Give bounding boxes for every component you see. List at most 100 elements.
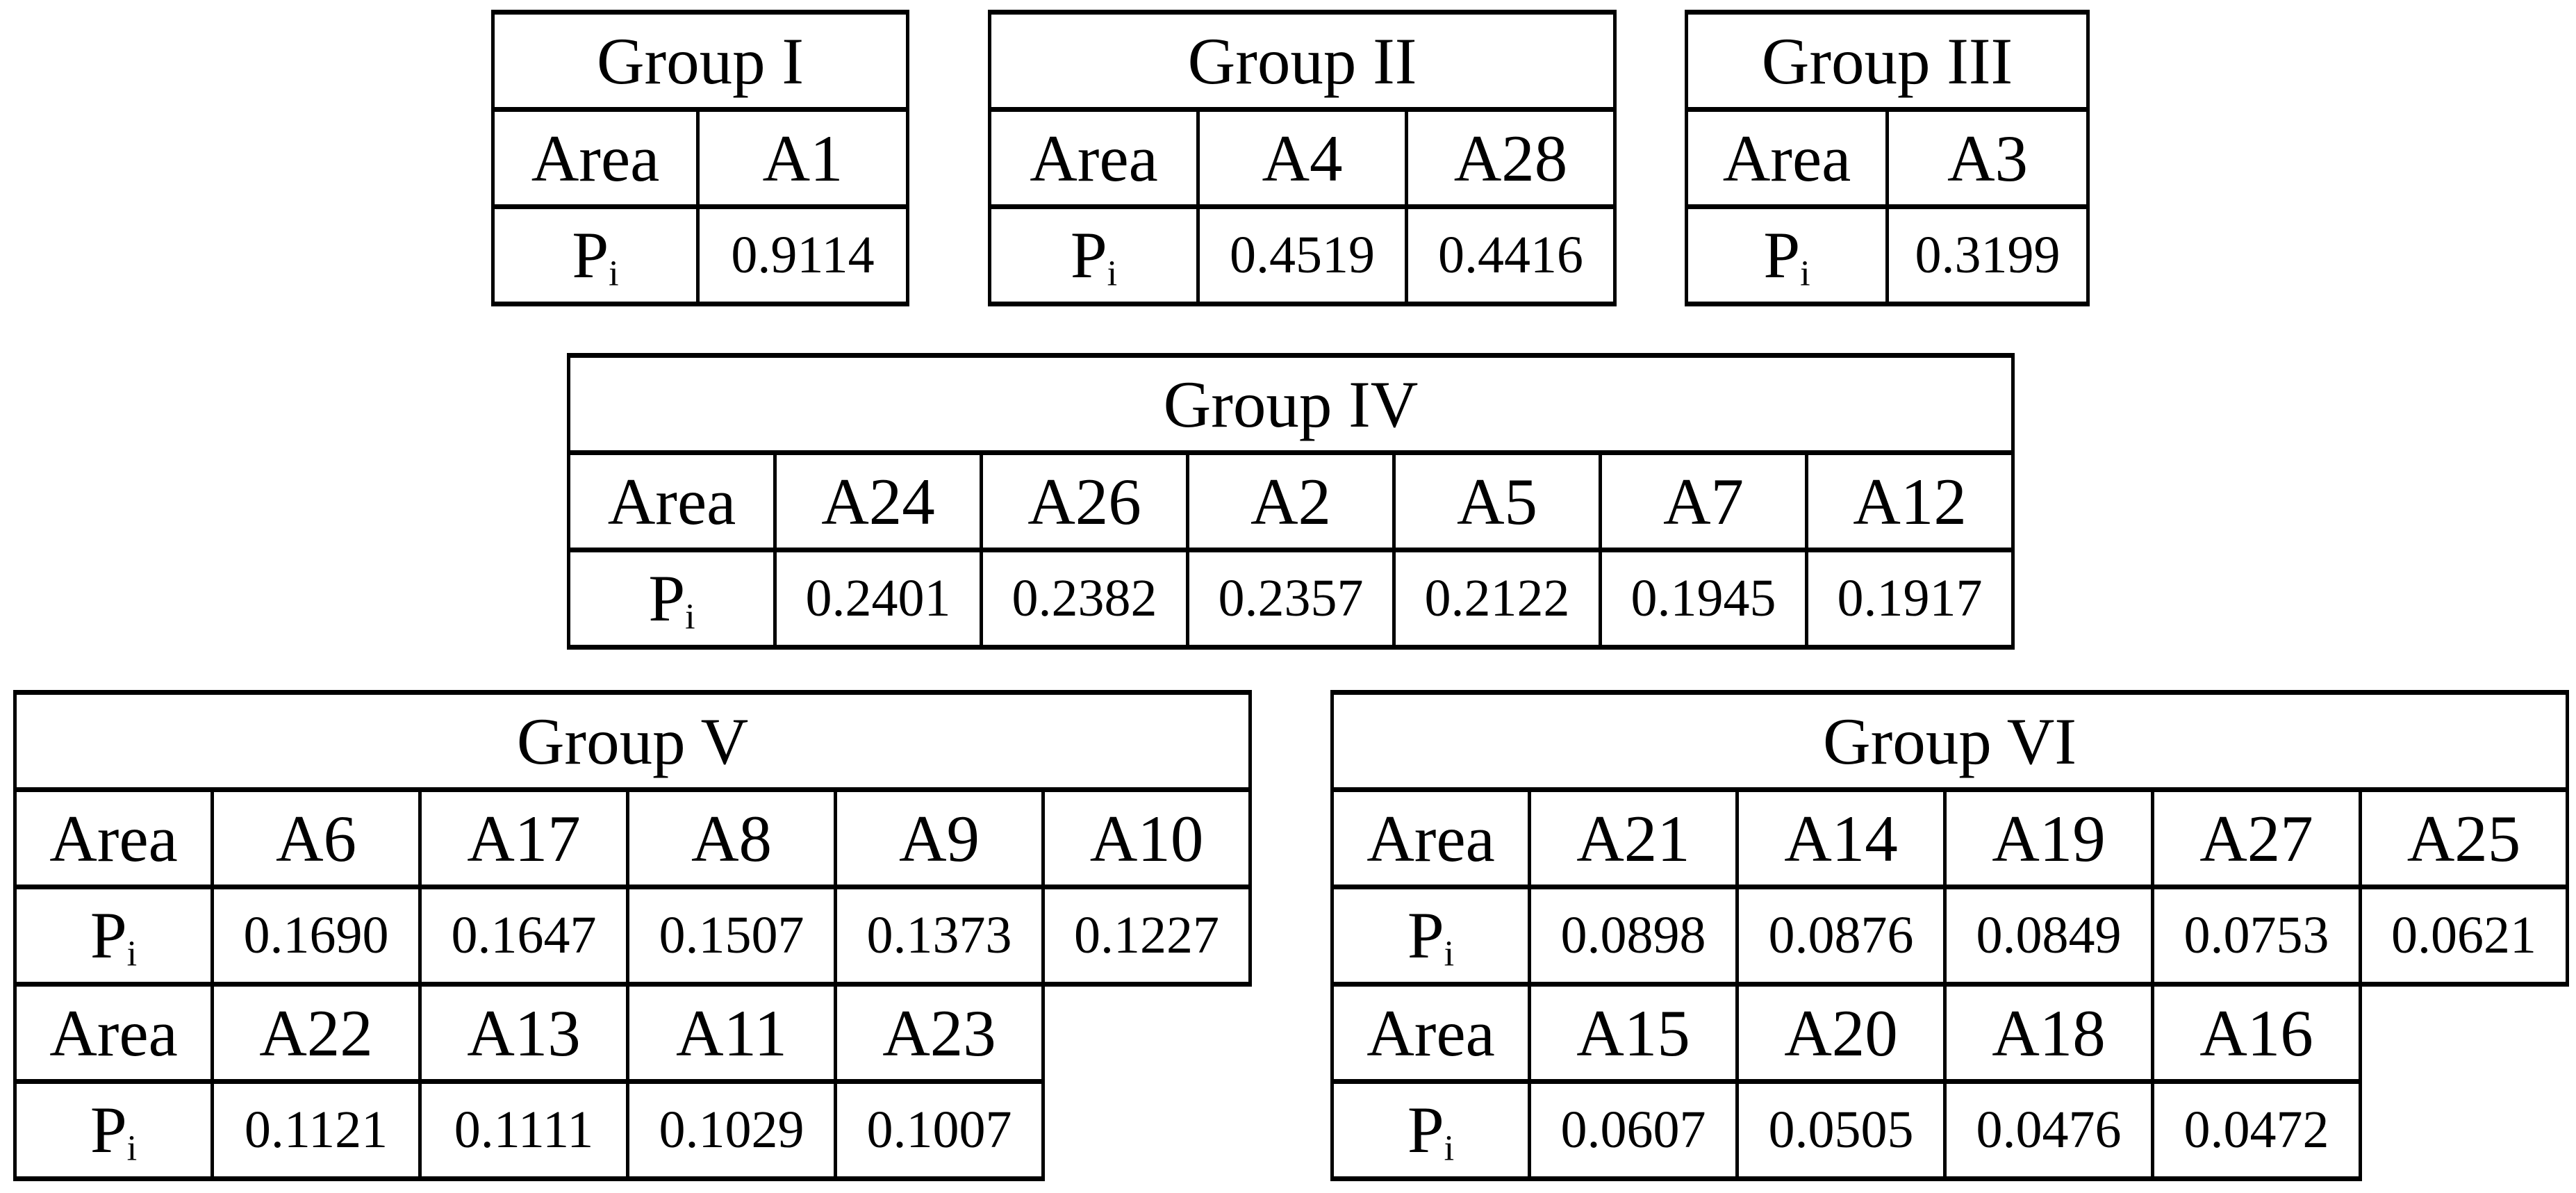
pi-row-header: Pi	[1330, 885, 1531, 987]
pi-value-cell: 0.1227	[1041, 885, 1253, 987]
pi-value-cell: 0.0849	[1943, 885, 2154, 987]
group-title: Group VI	[1330, 690, 2569, 792]
area-row: Area A4 A28	[988, 107, 1617, 209]
group-2-table: Group II Area A4 A28 Pi 0.4519 0.4416	[987, 10, 1617, 306]
area-row: Area A22 A13 A11 A23	[13, 982, 1250, 1084]
pi-subscript: i	[1444, 933, 1455, 974]
area-row-header: Area	[988, 107, 1200, 209]
pi-subscript: i	[126, 1128, 138, 1169]
pi-label: P	[648, 561, 686, 635]
pi-row: Pi 0.2401 0.2382 0.2357 0.2122 0.1945 0.…	[567, 548, 2015, 650]
group-1-table: Group I Area A1 Pi 0.9114	[490, 10, 910, 306]
pi-value-cell: 0.1121	[210, 1079, 422, 1181]
pi-value-cell: 0.0476	[1943, 1079, 2154, 1181]
pi-value-cell: 0.0621	[2359, 885, 2569, 987]
area-cell: A15	[1528, 982, 1739, 1084]
title-row: Group VI	[1330, 690, 2569, 792]
pi-label: P	[1763, 217, 1801, 292]
pi-value-cell: 0.0753	[2151, 885, 2362, 987]
pi-subscript: i	[685, 596, 695, 637]
area-cell: A1	[695, 107, 910, 209]
pi-value-cell: 0.1507	[626, 885, 837, 987]
area-cell: A8	[626, 787, 837, 889]
empty-cell	[2361, 985, 2568, 1082]
group-5-table: Group V Area A6 A17 A8 A9 A10 Pi 0.1690 …	[13, 690, 1253, 1181]
area-cell: A4	[1196, 107, 1408, 209]
pi-subscript: i	[1107, 253, 1118, 294]
title-row: Group IV	[566, 353, 2015, 455]
area-cell: A23	[834, 982, 1045, 1084]
title-row: Group V	[13, 690, 1253, 792]
pi-value-cell: 0.0898	[1528, 885, 1739, 987]
pi-value-cell: 0.2122	[1392, 548, 1602, 650]
area-cell: A3	[1885, 107, 2090, 209]
title-row: Group III	[1685, 10, 2090, 112]
empty-cell	[1043, 985, 1250, 1082]
pi-value-cell: 0.0472	[2151, 1079, 2362, 1181]
empty-cell	[1043, 1082, 1250, 1179]
area-row-header: Area	[1685, 107, 1889, 209]
title-row: Group II	[987, 10, 1617, 112]
area-cell: A2	[1186, 450, 1396, 552]
area-row-header: Area	[13, 982, 214, 1084]
group-title: Group III	[1685, 10, 2090, 112]
pi-row-header: Pi	[1685, 204, 1889, 306]
pi-row: Pi 0.9114	[491, 204, 910, 306]
pi-value-cell: 0.3199	[1885, 204, 2090, 306]
pi-value-cell: 0.1945	[1599, 548, 1808, 650]
area-cell: A9	[834, 787, 1045, 889]
area-row: Area A24 A26 A2 A5 A7 A12	[567, 450, 2015, 552]
area-cell: A28	[1404, 107, 1617, 209]
group-6-table: Group VI Area A21 A14 A19 A27 A25 Pi 0.0…	[1330, 690, 2569, 1181]
area-row: Area A3	[1685, 107, 2090, 209]
pi-value-cell: 0.4416	[1404, 204, 1617, 306]
pi-value-cell: 0.0505	[1735, 1079, 1947, 1181]
group-title: Group IV	[566, 353, 2015, 455]
pi-value-cell: 0.2401	[773, 548, 983, 650]
pi-value-cell: 0.2382	[980, 548, 1189, 650]
pi-row-header: Pi	[13, 885, 214, 987]
pi-value-cell: 0.0607	[1528, 1079, 1739, 1181]
pi-label: P	[90, 1092, 127, 1167]
pi-row: Pi 0.1690 0.1647 0.1507 0.1373 0.1227	[13, 885, 1253, 987]
pi-value-cell: 0.2357	[1186, 548, 1396, 650]
group-3-table: Group III Area A3 Pi 0.3199	[1685, 10, 2090, 306]
area-cell: A5	[1392, 450, 1602, 552]
pi-row: Pi 0.0607 0.0505 0.0476 0.0472	[1330, 1079, 2568, 1181]
area-cell: A27	[2151, 787, 2362, 889]
area-row-header: Area	[1330, 787, 1531, 889]
pi-label: P	[1070, 217, 1107, 292]
pi-label: P	[1407, 1092, 1444, 1167]
group-title: Group II	[987, 10, 1617, 112]
area-row-header: Area	[567, 450, 777, 552]
pi-subscript: i	[609, 253, 619, 294]
pi-value-cell: 0.1029	[626, 1079, 837, 1181]
area-cell: A10	[1041, 787, 1253, 889]
pi-subscript: i	[1800, 253, 1810, 294]
area-row-header: Area	[13, 787, 214, 889]
pi-value-cell: 0.1373	[834, 885, 1045, 987]
pi-value-cell: 0.0876	[1735, 885, 1947, 987]
area-cell: A12	[1804, 450, 2015, 552]
area-cell: A11	[626, 982, 837, 1084]
area-cell: A25	[2359, 787, 2569, 889]
pi-row: Pi 0.4519 0.4416	[988, 204, 1617, 306]
pi-label: P	[1407, 898, 1444, 972]
pi-row-header: Pi	[567, 548, 777, 650]
area-cell: A22	[210, 982, 422, 1084]
area-row-header: Area	[491, 107, 700, 209]
pi-value-cell: 0.1647	[418, 885, 629, 987]
area-cell: A21	[1528, 787, 1739, 889]
area-row: Area A6 A17 A8 A9 A10	[13, 787, 1253, 889]
group-4-table: Group IV Area A24 A26 A2 A5 A7 A12 Pi 0.…	[566, 353, 2015, 650]
area-cell: A17	[418, 787, 629, 889]
area-cell: A26	[980, 450, 1189, 552]
pi-value-cell: 0.9114	[695, 204, 910, 306]
pi-value-cell: 0.1690	[210, 885, 422, 987]
area-row: Area A15 A20 A18 A16	[1330, 982, 2568, 1084]
pi-subscript: i	[1444, 1128, 1455, 1169]
pi-value-cell: 0.1917	[1804, 548, 2015, 650]
pi-row: Pi 0.1121 0.1111 0.1029 0.1007	[13, 1079, 1250, 1181]
group-title: Group I	[490, 10, 910, 112]
